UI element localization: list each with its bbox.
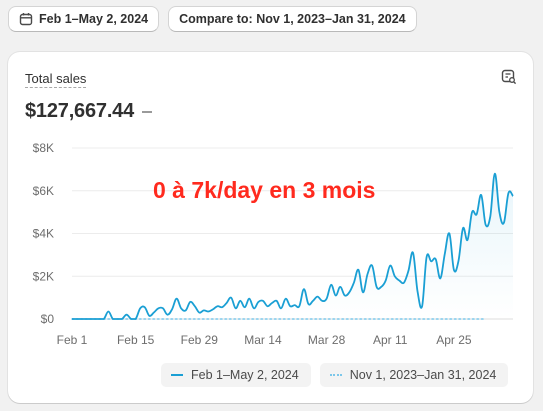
legend-swatch-solid: [171, 374, 183, 376]
x-tick-label-3: Mar 14: [244, 333, 282, 347]
x-tick-label-0: Feb 1: [57, 333, 88, 347]
y-tick-label-3: $6K: [33, 184, 54, 198]
x-tick-label-1: Feb 15: [117, 333, 155, 347]
y-tick-label-0: $0: [41, 312, 55, 326]
total-sales: $127,667.44: [25, 100, 153, 123]
y-tick-label-1: $2K: [33, 269, 54, 283]
legend-label-comparison: Nov 1, 2023–Jan 31, 2024: [349, 368, 497, 382]
compare-label: Compare to: Nov 1, 2023–Jan 31, 2024: [179, 12, 406, 26]
series-line-current: [71, 172, 514, 320]
total-sales-value: $127,667.44: [25, 100, 135, 122]
date-range-button[interactable]: Feb 1–May 2, 2024: [8, 6, 160, 32]
compare-button[interactable]: Compare to: Nov 1, 2023–Jan 31, 2024: [168, 6, 417, 32]
legend-label-current: Feb 1–May 2, 2024: [191, 368, 299, 382]
x-tick-label-4: Mar 28: [308, 333, 346, 347]
y-tick-label-2: $4K: [33, 227, 54, 241]
x-tick-label-5: Apr 11: [373, 333, 408, 347]
series-area-current: [72, 173, 513, 319]
legend-item-comparison[interactable]: Nov 1, 2023–Jan 31, 2024: [319, 363, 509, 387]
legend-swatch-dotted: [329, 374, 342, 376]
chart-legend: Feb 1–May 2, 2024 Nov 1, 2023–Jan 31, 20…: [161, 363, 509, 387]
toolbar: Feb 1–May 2, 2024 Compare to: Nov 1, 202…: [8, 6, 417, 32]
sales-line-chart: $0 $2K $4K $6K $8K Feb 1 Feb 15 Feb 29 Mar 14 Mar…: [33, 141, 514, 347]
date-range-label: Feb 1–May 2, 2024: [39, 12, 149, 26]
chart-annotation: 0 à 7k/day en 3 mois: [153, 177, 375, 203]
card-title[interactable]: Total sales: [25, 71, 87, 88]
total-sales-card: $0 $2K $4K $6K $8K Feb 1 Feb 15 Feb 29 Mar 14 Mar…: [8, 52, 533, 403]
trend-dash-icon: [142, 110, 153, 113]
calendar-icon: [19, 13, 33, 26]
x-tick-label-6: Apr 25: [436, 333, 472, 347]
x-tick-label-2: Feb 29: [181, 333, 219, 347]
y-tick-label-4: $8K: [33, 141, 54, 155]
legend-item-current[interactable]: Feb 1–May 2, 2024: [161, 363, 311, 387]
chart-options-icon[interactable]: [501, 69, 517, 90]
